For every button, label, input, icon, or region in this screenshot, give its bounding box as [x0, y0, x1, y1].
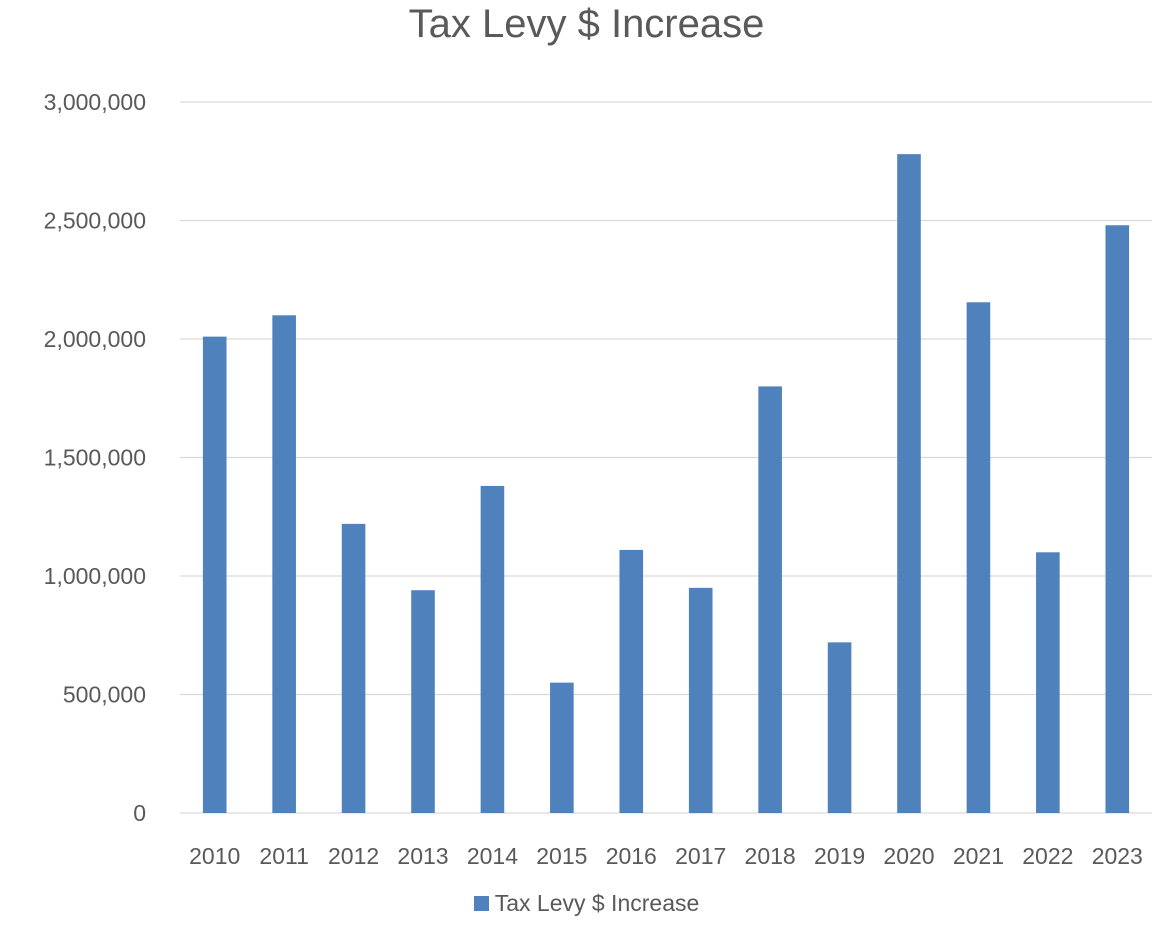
- y-tick-label: 2,500,000: [44, 208, 146, 234]
- legend-swatch: [473, 896, 489, 911]
- bar-2012: [341, 523, 366, 813]
- y-tick-label: 500,000: [63, 682, 146, 708]
- bar-2019: [827, 642, 852, 813]
- y-tick-label: 2,000,000: [44, 326, 146, 352]
- bar-2017: [688, 587, 713, 813]
- bar-2023: [1105, 225, 1130, 814]
- bar-2022: [1036, 552, 1060, 813]
- bar-2015: [550, 682, 574, 813]
- y-tick-label: 1,500,000: [44, 445, 146, 471]
- x-tick-label: 2014: [467, 843, 518, 869]
- x-tick-label: 2022: [1022, 843, 1073, 869]
- bar-2014: [480, 485, 505, 813]
- x-tick-label: 2011: [259, 843, 308, 869]
- chart-plot-area: 0 500,000 1,000,000 1,500,000 2,000,000 2,500…: [44, 89, 1152, 869]
- bar-2016: [619, 549, 644, 813]
- x-tick-label: 2013: [397, 843, 448, 869]
- x-tick-label: 2018: [745, 843, 796, 869]
- x-tick-label: 2020: [883, 843, 934, 869]
- x-tick-label: 2015: [536, 843, 587, 869]
- y-tick-label: 3,000,000: [44, 89, 146, 115]
- x-tick-label: 2016: [606, 843, 657, 869]
- x-tick-label: 2010: [189, 843, 240, 869]
- bar-2013: [411, 590, 435, 813]
- chart-title: Tax Levy $ Increase: [408, 2, 765, 46]
- x-tick-label: 2019: [814, 843, 865, 869]
- bar-2010: [202, 336, 227, 813]
- x-tick-label: 2012: [328, 843, 379, 869]
- bar-2021: [966, 302, 991, 813]
- x-tick-label: 2021: [953, 843, 1004, 869]
- x-tick-label: 2023: [1092, 843, 1143, 869]
- x-tick-label: 2017: [675, 843, 726, 869]
- y-tick-label: 1,000,000: [44, 563, 146, 589]
- chart-legend: Tax Levy $ Increase: [0, 890, 1173, 917]
- bar-2011: [272, 315, 296, 813]
- y-tick-label: 0: [133, 800, 146, 826]
- bar-2018: [758, 386, 782, 813]
- bar-2020: [897, 154, 921, 813]
- legend-label: Tax Levy $ Increase: [494, 890, 700, 916]
